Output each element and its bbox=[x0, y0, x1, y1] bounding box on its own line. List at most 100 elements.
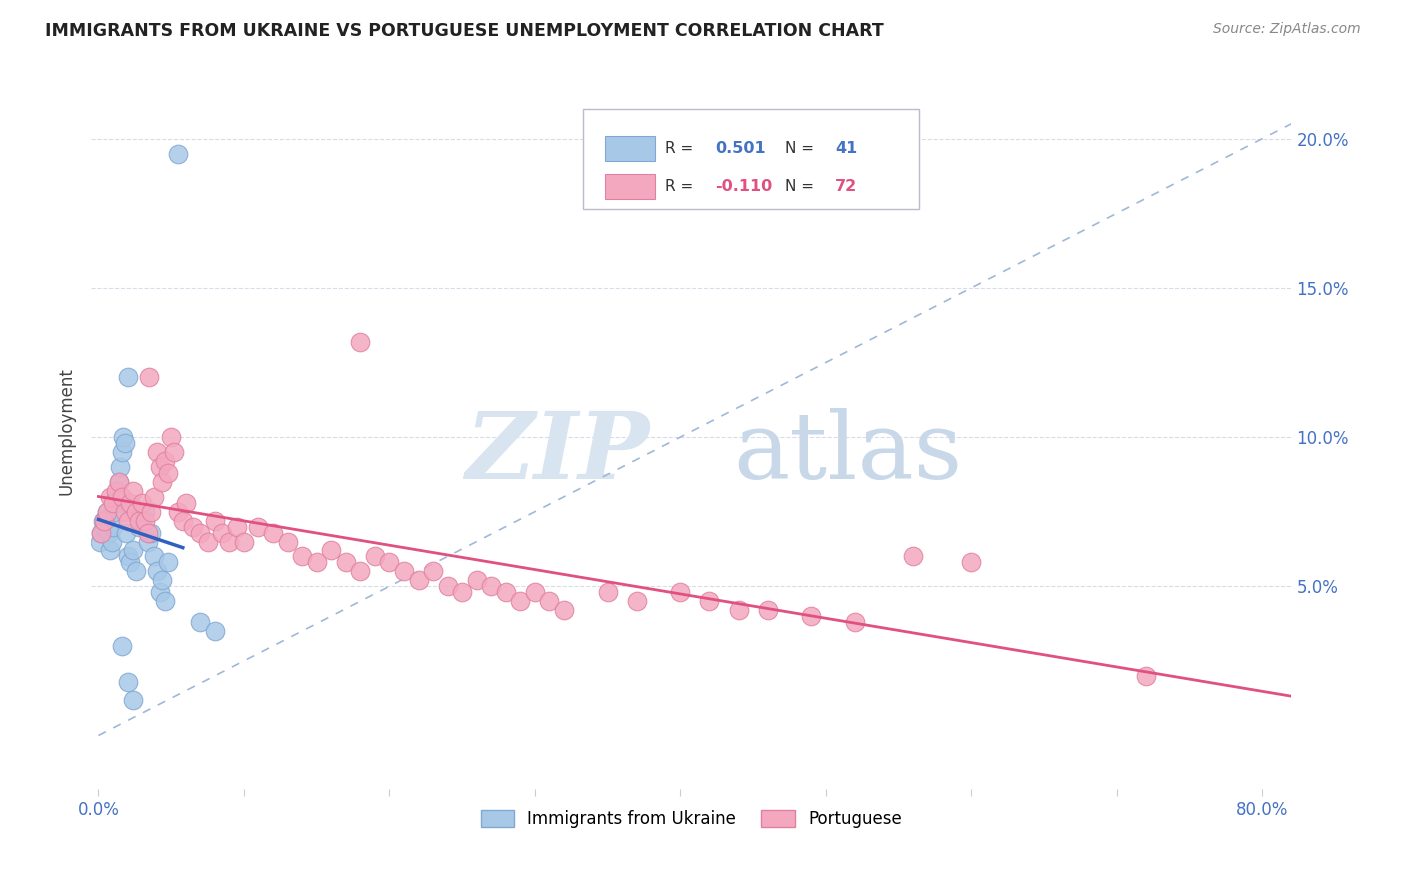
Point bbox=[100, 534, 122, 549]
Point bbox=[117, 674, 139, 689]
Point bbox=[479, 579, 502, 593]
Point bbox=[232, 534, 254, 549]
Point bbox=[104, 490, 127, 504]
Point bbox=[93, 519, 115, 533]
Point bbox=[163, 445, 186, 459]
Point bbox=[131, 496, 153, 510]
Text: Source: ZipAtlas.com: Source: ZipAtlas.com bbox=[1213, 22, 1361, 37]
Text: R =: R = bbox=[665, 179, 693, 194]
Point bbox=[727, 603, 749, 617]
Point bbox=[211, 525, 233, 540]
Point bbox=[157, 466, 180, 480]
Point bbox=[155, 594, 177, 608]
Point bbox=[291, 549, 314, 564]
Point bbox=[107, 475, 129, 489]
Point bbox=[90, 525, 112, 540]
Point bbox=[174, 496, 197, 510]
Point bbox=[96, 505, 118, 519]
Point bbox=[160, 430, 183, 444]
Point bbox=[105, 496, 128, 510]
Point bbox=[305, 556, 328, 570]
Point bbox=[134, 505, 156, 519]
Point bbox=[538, 594, 561, 608]
Point bbox=[94, 510, 117, 524]
Point bbox=[321, 543, 343, 558]
Point bbox=[111, 490, 134, 504]
Point bbox=[392, 565, 415, 579]
Point bbox=[117, 514, 139, 528]
Legend: Immigrants from Ukraine, Portuguese: Immigrants from Ukraine, Portuguese bbox=[474, 803, 908, 835]
Point bbox=[699, 594, 721, 608]
Point bbox=[157, 556, 180, 570]
Point bbox=[188, 525, 211, 540]
Point bbox=[117, 549, 139, 564]
Point bbox=[204, 514, 226, 528]
Point bbox=[181, 519, 204, 533]
Point bbox=[495, 585, 517, 599]
Point bbox=[120, 556, 142, 570]
Point bbox=[125, 565, 148, 579]
Point bbox=[204, 624, 226, 638]
Point bbox=[465, 574, 488, 588]
Point bbox=[117, 370, 139, 384]
Point bbox=[960, 556, 983, 570]
Point bbox=[136, 525, 159, 540]
Point bbox=[509, 594, 531, 608]
Point bbox=[104, 483, 127, 498]
Text: ZIP: ZIP bbox=[465, 408, 650, 498]
Point bbox=[901, 549, 924, 564]
Point bbox=[91, 514, 114, 528]
Point bbox=[247, 519, 270, 533]
Point bbox=[98, 490, 121, 504]
Point bbox=[349, 334, 371, 349]
Point bbox=[277, 534, 299, 549]
Point bbox=[142, 549, 165, 564]
Point bbox=[111, 445, 134, 459]
Text: R =: R = bbox=[665, 141, 693, 156]
Point bbox=[136, 534, 159, 549]
Point bbox=[378, 556, 401, 570]
Point bbox=[111, 639, 134, 653]
Point bbox=[122, 483, 145, 498]
Point bbox=[148, 459, 170, 474]
Point bbox=[128, 519, 150, 533]
Text: N =: N = bbox=[785, 179, 814, 194]
Point bbox=[128, 514, 150, 528]
Point bbox=[96, 505, 118, 519]
Point bbox=[1135, 669, 1157, 683]
Point bbox=[553, 603, 575, 617]
Text: -0.110: -0.110 bbox=[716, 179, 772, 194]
Point bbox=[114, 505, 136, 519]
Point bbox=[98, 543, 121, 558]
Point bbox=[139, 525, 162, 540]
FancyBboxPatch shape bbox=[605, 174, 655, 199]
Point bbox=[225, 519, 247, 533]
FancyBboxPatch shape bbox=[605, 136, 655, 161]
Point bbox=[155, 454, 177, 468]
Point bbox=[131, 514, 153, 528]
Point bbox=[122, 692, 145, 706]
Text: IMMIGRANTS FROM UKRAINE VS PORTUGUESE UNEMPLOYMENT CORRELATION CHART: IMMIGRANTS FROM UKRAINE VS PORTUGUESE UN… bbox=[45, 22, 884, 40]
Point bbox=[93, 514, 115, 528]
Point bbox=[172, 514, 194, 528]
Point bbox=[90, 525, 112, 540]
Point bbox=[335, 556, 357, 570]
Point bbox=[197, 534, 219, 549]
Text: 72: 72 bbox=[835, 179, 858, 194]
Point bbox=[626, 594, 648, 608]
Text: 41: 41 bbox=[835, 141, 858, 156]
Point bbox=[134, 514, 156, 528]
Point bbox=[844, 615, 866, 629]
Point bbox=[101, 496, 124, 510]
Point bbox=[145, 565, 167, 579]
Point bbox=[89, 534, 111, 549]
Point bbox=[756, 603, 779, 617]
Point bbox=[115, 525, 138, 540]
Point bbox=[262, 525, 284, 540]
Point bbox=[138, 370, 160, 384]
Point bbox=[408, 574, 430, 588]
Point bbox=[112, 430, 135, 444]
Y-axis label: Unemployment: Unemployment bbox=[58, 368, 75, 495]
Point bbox=[669, 585, 692, 599]
Point bbox=[422, 565, 444, 579]
